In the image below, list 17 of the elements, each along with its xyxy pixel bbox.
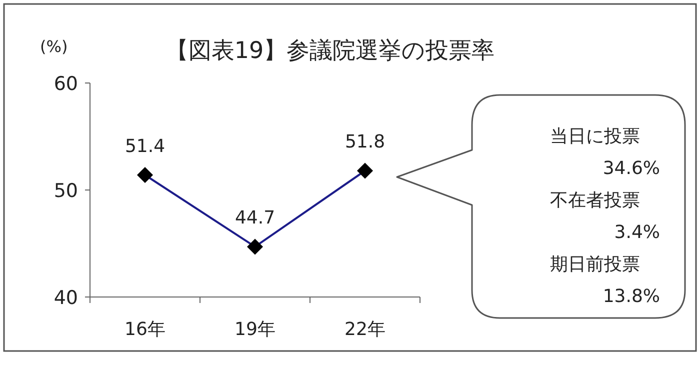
text: 期日前投票 [550,254,640,275]
data-label: 51.8 [344,132,386,153]
y-tick-label: 50 [54,180,78,202]
x-tick-label: 22年 [344,319,386,340]
text: 不在者投票 [550,190,640,211]
text: 当日に投票 [550,126,640,147]
data-label: 51.4 [124,136,166,158]
x-tick-label: 16年 [124,319,166,340]
x-tick-label: 19年 [234,319,276,340]
text: 3.4% [614,222,660,243]
text: 13.8% [602,286,660,307]
y-tick-label: 40 [54,287,78,309]
y-tick-label: 60 [54,73,78,95]
chart-title: 【図表19】参議院選挙の投票率 [165,38,495,64]
text: 34.6% [602,158,660,179]
data-label: 44.7 [234,208,276,229]
y-axis-title: (%) [40,37,68,56]
